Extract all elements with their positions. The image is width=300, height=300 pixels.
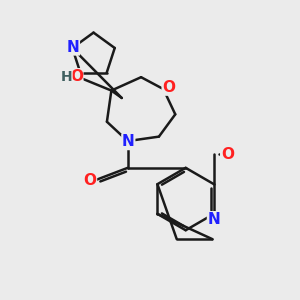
Text: O: O	[83, 173, 97, 188]
Text: N: N	[122, 134, 135, 149]
Text: O: O	[162, 80, 175, 95]
Text: O: O	[70, 69, 83, 84]
Text: O: O	[221, 147, 234, 162]
Text: H: H	[60, 70, 72, 84]
Text: N: N	[208, 212, 220, 227]
Text: N: N	[67, 40, 79, 55]
